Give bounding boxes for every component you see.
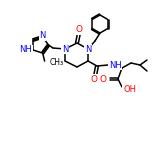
Text: O: O [90, 75, 97, 84]
Text: O: O [100, 74, 107, 83]
Text: OH: OH [123, 85, 136, 93]
Text: NH: NH [109, 60, 122, 69]
Text: N: N [62, 45, 68, 54]
Text: CH₃: CH₃ [50, 58, 64, 67]
Text: N: N [39, 31, 46, 40]
Text: O: O [76, 25, 83, 34]
Polygon shape [114, 64, 122, 68]
Text: NH: NH [19, 45, 32, 55]
Text: N: N [85, 45, 91, 54]
